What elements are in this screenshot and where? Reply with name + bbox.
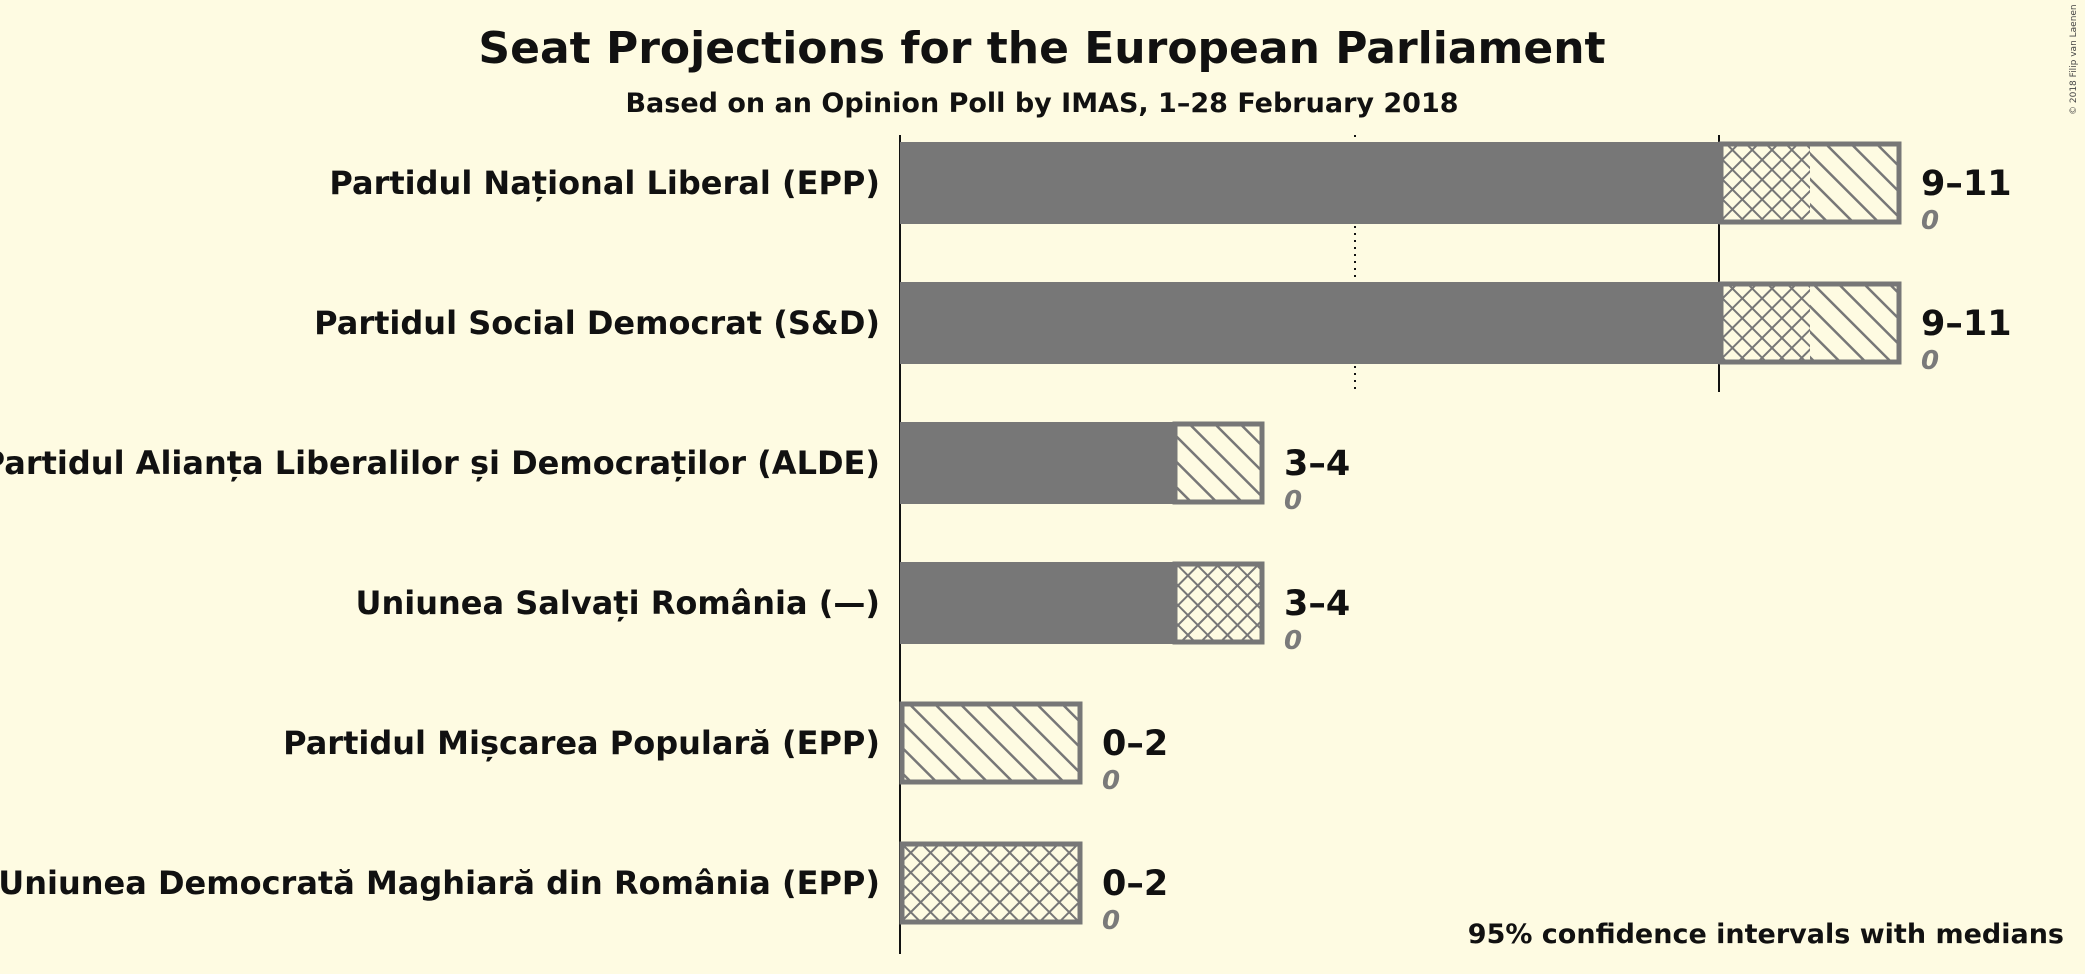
party-name-label: Partidul Național Liberal (EPP) (329, 164, 880, 202)
party-row (900, 141, 1902, 225)
party-name-label: Partidul Social Democrat (S&D) (314, 304, 880, 342)
bar-lower-interval (1719, 286, 1810, 360)
party-name-label: Uniunea Salvați România (—) (356, 584, 881, 622)
bar-solid (900, 422, 1173, 504)
seat-range-label: 9–11 (1921, 164, 2012, 204)
bar-lower-interval (900, 846, 1082, 920)
bar-solid (900, 142, 1719, 224)
seat-range-label: 0–2 (1102, 724, 1168, 764)
bars (899, 141, 1902, 925)
last-result-label: 0 (1284, 626, 1302, 656)
interval-outline (1718, 141, 1902, 225)
interval-outline (1718, 281, 1902, 365)
bar-upper-interval (900, 706, 1082, 780)
seat-range-label: 3–4 (1284, 584, 1350, 624)
bar-upper-interval (1810, 146, 1901, 220)
chart-title: Seat Projections for the European Parlia… (478, 23, 1605, 74)
bar-lower-interval (1173, 566, 1264, 640)
seat-range-label: 3–4 (1284, 444, 1350, 484)
bar-solid (900, 562, 1173, 644)
labels: Partidul Național Liberal (EPP) 9–110Part… (0, 164, 2012, 936)
interval-outline (899, 701, 1083, 785)
party-row (899, 841, 1083, 925)
bar-solid (900, 282, 1719, 364)
last-result-label: 0 (1102, 906, 1120, 936)
party-name-label: Partidul Mișcarea Populară (EPP) (283, 724, 880, 762)
party-row (900, 281, 1902, 365)
last-result-label: 0 (1102, 766, 1120, 796)
last-result-label: 0 (1921, 206, 1939, 236)
party-row (899, 701, 1083, 785)
bar-upper-interval (1810, 286, 1901, 360)
party-name-label: Partidul Alianța Liberalilor și Democraț… (0, 444, 880, 482)
seat-range-label: 9–11 (1921, 304, 2012, 344)
bar-lower-interval (1719, 146, 1810, 220)
bar-upper-interval (1173, 426, 1264, 500)
interval-outline (899, 841, 1083, 925)
copyright-text: © 2018 Filip van Laenen (2069, 4, 2079, 115)
party-name-label: Uniunea Democrată Maghiară din România (… (0, 864, 880, 902)
seat-range-label: 0–2 (1102, 864, 1168, 904)
confidence-note: 95% confidence intervals with medians (1468, 919, 2064, 950)
last-result-label: 0 (1921, 346, 1939, 376)
last-result-label: 0 (1284, 486, 1302, 516)
chart-subtitle: Based on an Opinion Poll by IMAS, 1–28 F… (625, 88, 1458, 119)
interval-outline (1172, 561, 1265, 645)
interval-outline (1172, 421, 1265, 505)
party-row (900, 421, 1265, 505)
party-row (900, 561, 1265, 645)
